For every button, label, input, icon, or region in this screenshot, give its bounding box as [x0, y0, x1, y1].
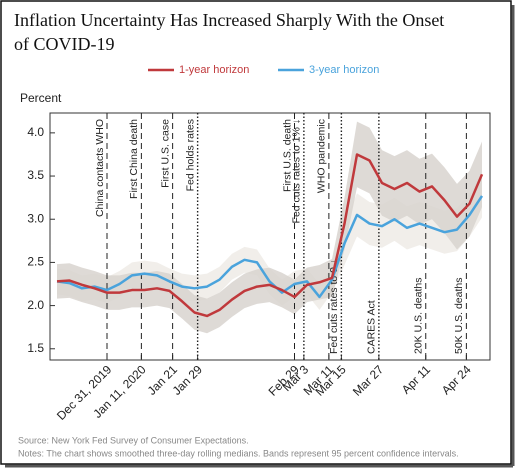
event-label: CARES Act [366, 300, 378, 354]
y-axis-label: Percent [20, 91, 62, 105]
y-tick-label: 3.5 [27, 168, 44, 182]
chart-title: of COVID-19 [14, 34, 115, 54]
series-line [56, 153, 484, 318]
event-label: First U.S. death [281, 119, 293, 192]
legend-label: 3-year horizon [309, 64, 379, 76]
y-tick-label: 2.5 [27, 255, 44, 269]
event-label: Fed holds rates [184, 119, 196, 191]
source: Source: New York Fed Survey of Consumer … [18, 435, 249, 445]
legend-label: 1-year horizon [179, 64, 249, 76]
confidence-band [57, 121, 482, 334]
event-label: Fed cuts rates to 1% ↓ [291, 119, 303, 223]
event-label: 50K U.S. deaths [453, 278, 465, 354]
y-tick-label: 2.0 [27, 298, 44, 312]
event-label: WHO pandemic [316, 119, 328, 193]
series-line [56, 195, 484, 299]
y-tick-label: 3.0 [27, 211, 44, 225]
plot-frame [49, 112, 491, 361]
event-label: 20K U.S. deaths [413, 278, 425, 354]
chart-title: Inflation Uncertainty Has Increased Shar… [14, 10, 444, 30]
y-tick-label: 4.0 [27, 125, 44, 139]
event-label: First China death [128, 119, 140, 199]
notes: Notes: The chart shows smoothed three-da… [18, 448, 459, 458]
event-label: China contacts WHO [94, 119, 106, 217]
y-tick-label: 1.5 [27, 341, 44, 355]
event-label: First U.S. case [159, 119, 171, 188]
